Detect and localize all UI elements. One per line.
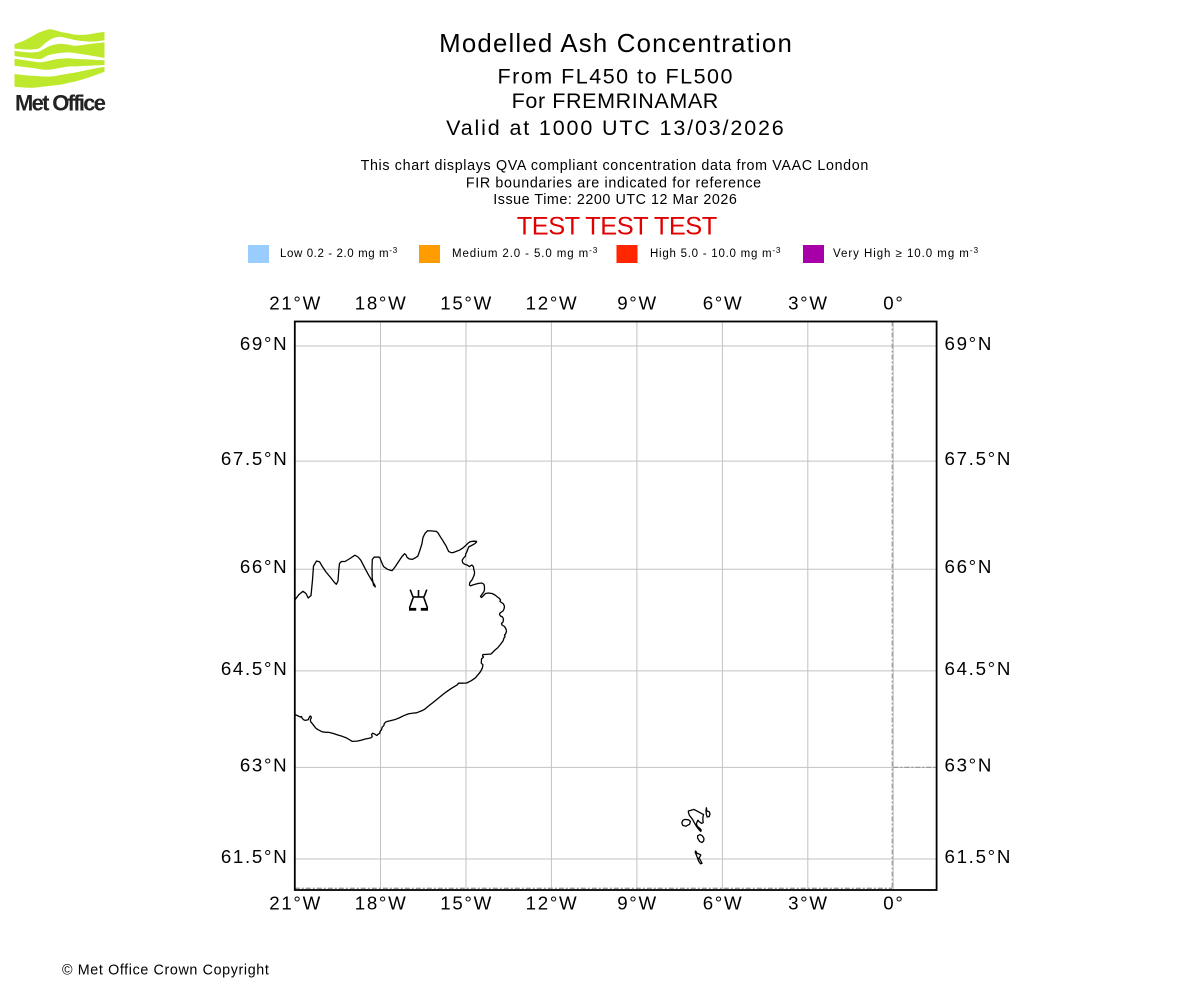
svg-text:Met Office: Met Office (15, 91, 106, 116)
svg-text:12°W: 12°W (526, 893, 579, 914)
svg-text:21°W: 21°W (269, 893, 322, 914)
svg-text:High 5.0 - 10.0 mg m-3: High 5.0 - 10.0 mg m-3 (650, 245, 781, 260)
svg-text:This chart displays QVA compli: This chart displays QVA compliant concen… (361, 158, 869, 174)
svg-text:For FREMRINAMAR: For FREMRINAMAR (512, 89, 719, 113)
svg-text:18°W: 18°W (355, 292, 408, 313)
svg-text:From FL450 to FL500: From FL450 to FL500 (498, 64, 734, 88)
svg-text:15°W: 15°W (440, 292, 493, 313)
svg-text:61.5°N: 61.5°N (221, 846, 289, 867)
svg-text:69°N: 69°N (945, 333, 994, 354)
svg-text:15°W: 15°W (440, 893, 493, 914)
svg-text:Modelled Ash Concentration: Modelled Ash Concentration (439, 30, 793, 58)
svg-text:0°: 0° (883, 292, 904, 313)
svg-text:Low 0.2 - 2.0 mg m-3: Low 0.2 - 2.0 mg m-3 (280, 245, 398, 260)
svg-text:66°N: 66°N (945, 556, 994, 577)
svg-text:6°W: 6°W (703, 893, 744, 914)
svg-text:TEST TEST TEST: TEST TEST TEST (517, 213, 717, 241)
svg-text:61.5°N: 61.5°N (945, 846, 1013, 867)
svg-text:12°W: 12°W (526, 292, 579, 313)
svg-text:© Met Office Crown Copyright: © Met Office Crown Copyright (62, 963, 269, 979)
svg-text:6°W: 6°W (703, 292, 744, 313)
svg-text:3°W: 3°W (788, 893, 829, 914)
svg-text:9°W: 9°W (617, 893, 658, 914)
svg-text:63°N: 63°N (945, 754, 994, 775)
svg-text:69°N: 69°N (240, 333, 289, 354)
svg-text:18°W: 18°W (355, 893, 408, 914)
svg-text:63°N: 63°N (240, 754, 289, 775)
svg-text:Medium 2.0 - 5.0 mg m-3: Medium 2.0 - 5.0 mg m-3 (452, 245, 598, 260)
svg-text:21°W: 21°W (269, 292, 322, 313)
svg-text:Valid at 1000 UTC 13/03/2026: Valid at 1000 UTC 13/03/2026 (446, 116, 785, 140)
svg-text:0°: 0° (883, 893, 904, 914)
svg-text:Issue Time: 2200 UTC 12 Mar 20: Issue Time: 2200 UTC 12 Mar 2026 (493, 192, 737, 208)
svg-text:67.5°N: 67.5°N (945, 448, 1013, 469)
svg-text:64.5°N: 64.5°N (945, 658, 1013, 679)
svg-text:9°W: 9°W (617, 292, 658, 313)
svg-text:Very High ≥ 10.0 mg m-3: Very High ≥ 10.0 mg m-3 (833, 245, 979, 260)
svg-text:66°N: 66°N (240, 556, 289, 577)
svg-text:64.5°N: 64.5°N (221, 658, 289, 679)
svg-text:3°W: 3°W (788, 292, 829, 313)
svg-text:67.5°N: 67.5°N (221, 448, 289, 469)
svg-text:FIR boundaries are indicated f: FIR boundaries are indicated for referen… (466, 175, 762, 191)
